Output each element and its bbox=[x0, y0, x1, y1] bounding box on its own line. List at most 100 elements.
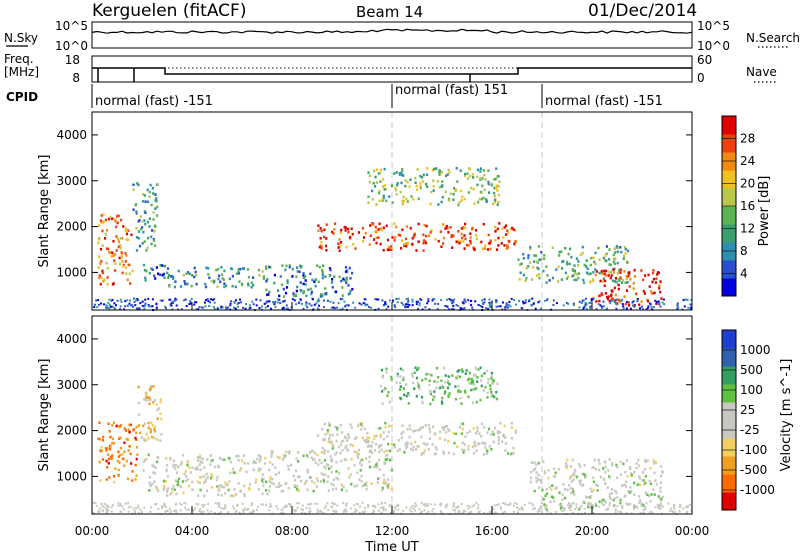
heatmap-cell bbox=[605, 245, 608, 248]
heatmap-cell bbox=[344, 270, 348, 273]
heatmap-cell bbox=[241, 459, 244, 462]
heatmap-cell bbox=[247, 283, 250, 287]
heatmap-cell bbox=[413, 233, 416, 237]
heatmap-cell bbox=[472, 451, 476, 455]
heatmap-cell bbox=[115, 225, 118, 229]
heatmap-cell bbox=[184, 298, 187, 301]
heatmap-cell bbox=[473, 247, 476, 251]
heatmap-cell bbox=[475, 237, 478, 241]
heatmap-cell bbox=[414, 509, 417, 512]
heatmap-cell bbox=[497, 436, 500, 439]
heatmap-cell bbox=[386, 454, 389, 457]
heatmap-cell bbox=[560, 267, 564, 270]
heatmap-cell bbox=[205, 299, 207, 302]
heatmap-cell bbox=[110, 255, 113, 258]
heatmap-cell bbox=[401, 168, 404, 171]
heatmap-cell bbox=[601, 307, 604, 309]
heatmap-cell bbox=[610, 289, 613, 292]
heatmap-cell bbox=[144, 298, 147, 301]
heatmap-cell bbox=[231, 274, 234, 278]
heatmap-cell bbox=[470, 388, 473, 392]
heatmap-cell bbox=[225, 284, 228, 288]
heatmap-cell bbox=[174, 297, 177, 300]
heatmap-cell bbox=[279, 275, 282, 278]
heatmap-cell bbox=[296, 285, 299, 289]
heatmap-cell bbox=[480, 240, 483, 244]
heatmap-cell bbox=[469, 232, 472, 235]
heatmap-cell bbox=[170, 510, 172, 513]
heatmap-cell bbox=[282, 306, 285, 309]
heatmap-cell bbox=[191, 274, 194, 277]
heatmap-cell bbox=[159, 299, 162, 302]
heatmap-cell bbox=[397, 297, 400, 300]
heatmap-cell bbox=[230, 300, 233, 303]
heatmap-cell bbox=[321, 268, 324, 272]
heatmap-cell bbox=[429, 392, 432, 396]
heatmap-cell bbox=[102, 303, 105, 306]
heatmap-cell bbox=[255, 304, 258, 307]
heatmap-cell bbox=[340, 279, 343, 283]
heatmap-cell bbox=[642, 508, 645, 511]
heatmap-cell bbox=[622, 462, 625, 466]
heatmap-cell bbox=[315, 477, 318, 480]
heatmap-cell bbox=[362, 302, 365, 305]
heatmap-cell bbox=[446, 386, 449, 390]
heatmap-cell bbox=[127, 449, 130, 452]
heatmap-cell bbox=[489, 303, 491, 306]
heatmap-cell bbox=[599, 304, 602, 307]
heatmap-cell bbox=[348, 476, 351, 479]
heatmap-cell bbox=[257, 488, 260, 491]
heatmap-cell bbox=[596, 489, 599, 492]
heatmap-cell bbox=[260, 305, 263, 308]
heatmap-cell bbox=[598, 299, 601, 303]
heatmap-cell bbox=[551, 484, 554, 487]
heatmap-cell bbox=[427, 423, 430, 427]
heatmap-cell bbox=[406, 200, 409, 203]
heatmap-cell bbox=[336, 504, 339, 507]
heatmap-cell bbox=[324, 244, 328, 248]
heatmap-cell bbox=[93, 306, 96, 308]
heatmap-cell bbox=[316, 511, 319, 514]
heatmap-cell bbox=[249, 483, 252, 486]
heatmap-cell bbox=[373, 437, 376, 441]
heatmap-cell bbox=[125, 254, 128, 257]
heatmap-cell bbox=[264, 462, 267, 465]
heatmap-cell bbox=[608, 248, 611, 251]
heatmap-cell bbox=[426, 185, 429, 188]
heatmap-cell bbox=[238, 469, 242, 472]
heatmap-cell bbox=[110, 506, 113, 509]
heatmap-cell bbox=[285, 286, 289, 289]
heatmap-cell bbox=[458, 241, 461, 245]
frequency-series bbox=[92, 67, 692, 75]
heatmap-cell bbox=[145, 457, 148, 461]
heatmap-cell bbox=[568, 507, 570, 509]
heatmap-cell bbox=[112, 441, 116, 445]
heatmap-cell bbox=[535, 254, 538, 257]
heatmap-cell bbox=[353, 485, 356, 488]
heatmap-cell bbox=[174, 467, 177, 470]
heatmap-cell bbox=[335, 451, 338, 454]
heatmap-cell bbox=[644, 481, 647, 485]
heatmap-cell bbox=[104, 218, 108, 222]
heatmap-cell bbox=[651, 292, 654, 295]
heatmap-cell bbox=[189, 302, 192, 305]
heatmap-cell bbox=[355, 436, 358, 439]
heatmap-cell bbox=[387, 442, 390, 446]
heatmap-cell bbox=[229, 302, 232, 305]
heatmap-cell bbox=[484, 244, 487, 247]
heatmap-cell bbox=[326, 502, 329, 505]
heatmap-cell bbox=[154, 193, 157, 196]
heatmap-cell bbox=[439, 230, 442, 233]
heatmap-cell bbox=[278, 456, 281, 460]
heatmap-cell bbox=[264, 456, 267, 460]
heatmap-cell bbox=[503, 424, 506, 428]
heatmap-cell bbox=[197, 308, 200, 311]
heatmap-cell bbox=[651, 511, 654, 514]
heatmap-cell bbox=[166, 490, 169, 494]
heatmap-cell bbox=[518, 299, 521, 302]
heatmap-cell bbox=[177, 477, 181, 481]
heatmap-cell bbox=[652, 459, 655, 462]
heatmap-cell bbox=[320, 247, 323, 250]
heatmap-cell bbox=[198, 475, 201, 479]
heatmap-cell bbox=[474, 234, 478, 237]
